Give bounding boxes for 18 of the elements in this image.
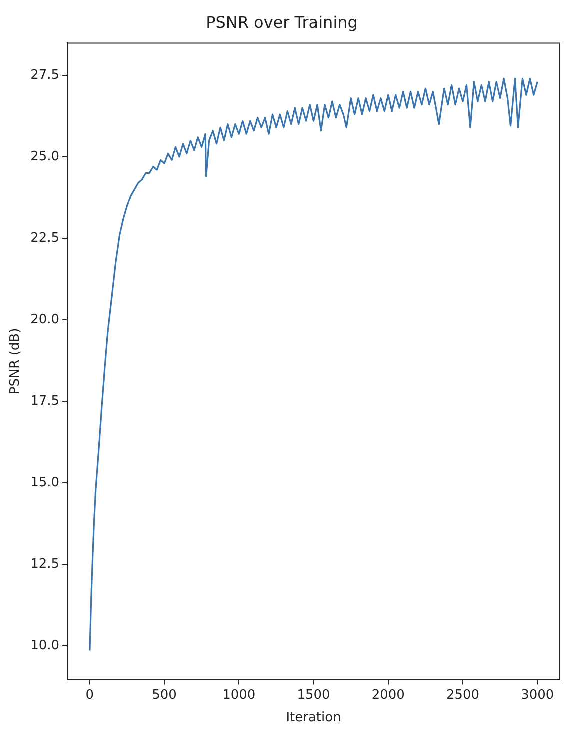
y-axis-title: PSNR (dB)	[8, 328, 24, 395]
y-tick-label: 22.5	[30, 230, 60, 246]
y-tick-label: 17.5	[30, 394, 60, 409]
x-tick-label: 0	[86, 688, 94, 703]
x-tick-label: 1500	[297, 688, 330, 703]
x-tick-label: 1000	[222, 688, 256, 703]
y-tick-label: 25.0	[30, 149, 60, 164]
x-axis-title: Iteration	[286, 710, 342, 726]
y-tick-label: 27.5	[30, 68, 60, 83]
chart-title: PSNR over Training	[206, 12, 358, 32]
x-tick-label: 500	[152, 688, 177, 703]
x-tick-label: 2000	[372, 688, 405, 703]
x-tick-label: 3000	[521, 688, 554, 703]
y-tick-label: 10.0	[30, 638, 60, 654]
y-tick-label: 20.0	[30, 312, 60, 328]
y-tick-label: 15.0	[30, 475, 60, 490]
y-tick-label: 12.5	[30, 556, 60, 572]
x-tick-label: 2500	[446, 688, 480, 703]
